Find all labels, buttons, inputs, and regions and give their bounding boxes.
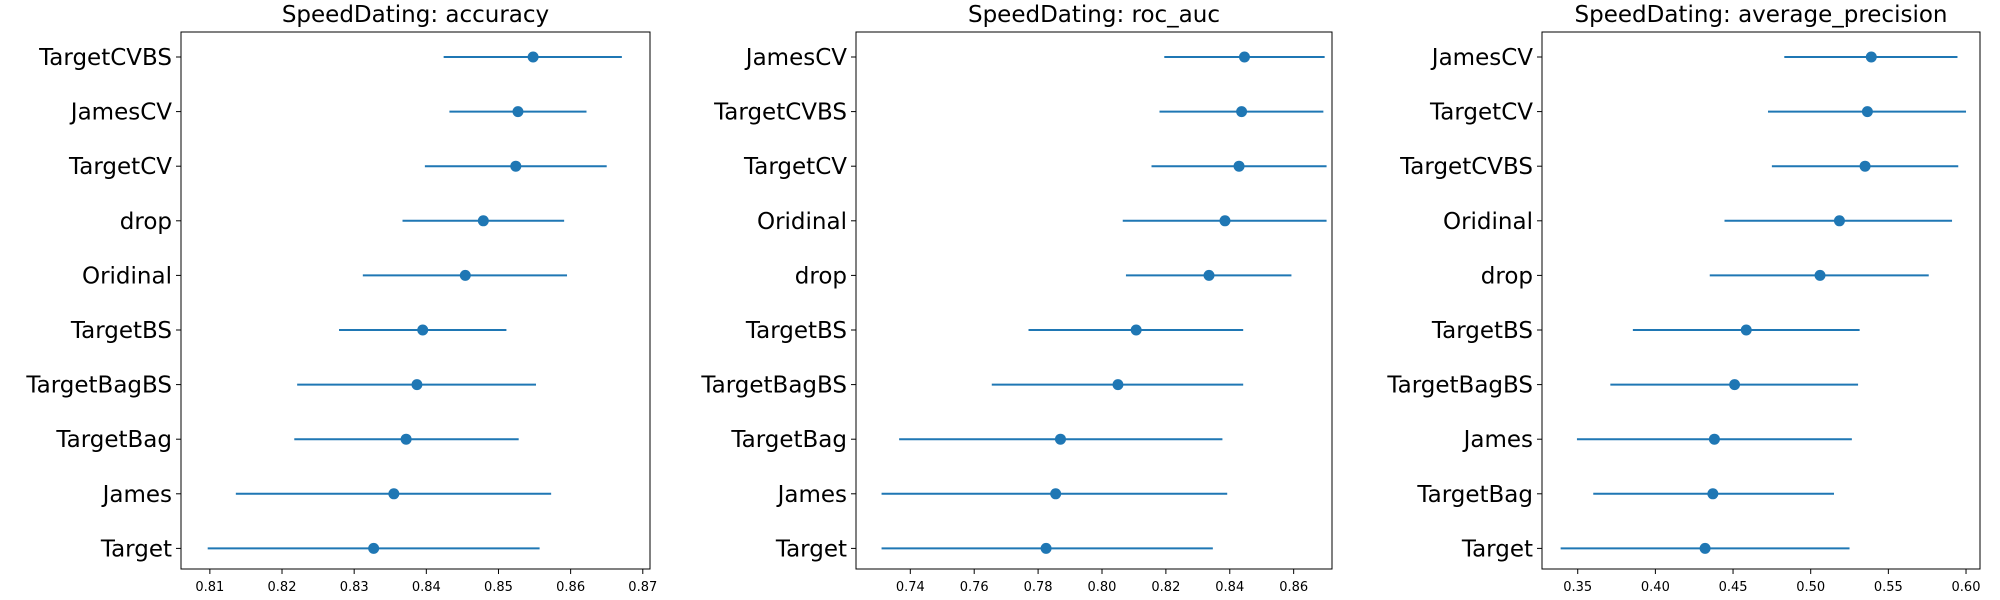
subplot-accuracy: SpeedDating: accuracy 0.81 0.82 0.83 0.84 0.8… bbox=[25, 2, 657, 595]
y-tick-label: TargetBS bbox=[745, 318, 847, 344]
mean-point bbox=[477, 215, 489, 227]
mean-point bbox=[388, 488, 400, 500]
y-tick-label: James bbox=[776, 482, 847, 508]
x-tick-label: 0.35 bbox=[1563, 580, 1592, 595]
mean-point bbox=[1707, 488, 1719, 500]
y-tick-label: drop bbox=[120, 209, 172, 235]
subplot-roc-auc: SpeedDating: roc_auc 0.74 0.76 0.78 0.80 0.82… bbox=[700, 2, 1333, 595]
mean-point bbox=[1865, 51, 1877, 63]
mean-point bbox=[1054, 433, 1066, 445]
mean-point bbox=[417, 324, 429, 336]
y-tick-label: TargetBagBS bbox=[25, 373, 172, 399]
y-tick-label: drop bbox=[795, 263, 847, 289]
y-tick-label: TargetCV bbox=[68, 154, 172, 180]
x-tick-label: 0.76 bbox=[960, 580, 989, 595]
y-tick-label: TargetBag bbox=[55, 427, 172, 453]
x-tick-label: 0.84 bbox=[1215, 580, 1244, 595]
x-tick-label: 0.45 bbox=[1719, 580, 1748, 595]
x-tick-label: 0.78 bbox=[1024, 580, 1053, 595]
x-tick-label: 0.85 bbox=[484, 580, 513, 595]
x-tick-label: 0.55 bbox=[1874, 580, 1903, 595]
chart-title: SpeedDating: average_precision bbox=[1575, 2, 1948, 28]
y-tick-label: TargetBag bbox=[730, 427, 847, 453]
y-tick-label: James bbox=[1462, 427, 1533, 453]
mean-point bbox=[527, 51, 539, 63]
y-tick-label: JamesCV bbox=[1430, 45, 1533, 71]
mean-point bbox=[1699, 542, 1711, 554]
mean-point bbox=[400, 433, 412, 445]
y-tick-label: TargetBag bbox=[1416, 482, 1533, 508]
axes-frame bbox=[180, 31, 651, 570]
x-tick-label: 0.87 bbox=[628, 580, 657, 595]
y-tick-label: Oridinal bbox=[82, 263, 172, 289]
y-tick-label: TargetCVBS bbox=[1399, 154, 1533, 180]
y-tick-label: JamesCV bbox=[69, 100, 172, 126]
mean-point bbox=[1729, 379, 1741, 391]
mean-point bbox=[1861, 106, 1873, 118]
y-tick-label: James bbox=[101, 482, 172, 508]
x-tick-label: 0.84 bbox=[412, 580, 441, 595]
y-tick-label: Target bbox=[1461, 536, 1533, 562]
axes-frame bbox=[855, 31, 1333, 570]
y-tick-label: TargetBS bbox=[70, 318, 172, 344]
y-tick-label: TargetCVBS bbox=[713, 100, 847, 126]
x-tick-label: 0.50 bbox=[1796, 580, 1825, 595]
y-tick-label: TargetCV bbox=[743, 154, 847, 180]
x-tick-label: 0.86 bbox=[1279, 580, 1308, 595]
y-tick-label: TargetCV bbox=[1429, 100, 1533, 126]
mean-point bbox=[1219, 215, 1231, 227]
y-tick-label: Target bbox=[100, 536, 172, 562]
x-tick-label: 0.83 bbox=[340, 580, 369, 595]
y-tick-label: TargetBagBS bbox=[1386, 373, 1533, 399]
mean-point bbox=[1740, 324, 1752, 336]
mean-point bbox=[1708, 433, 1720, 445]
x-tick-label: 0.81 bbox=[195, 580, 224, 595]
mean-point bbox=[1859, 160, 1871, 172]
mean-point bbox=[1233, 160, 1245, 172]
mean-point bbox=[1203, 269, 1215, 281]
x-tick-label: 0.86 bbox=[556, 580, 585, 595]
mean-point bbox=[1833, 215, 1845, 227]
axes-frame bbox=[1541, 31, 1981, 570]
mean-point bbox=[1814, 269, 1826, 281]
mean-point bbox=[1130, 324, 1142, 336]
mean-point bbox=[510, 160, 522, 172]
y-tick-label: JamesCV bbox=[744, 45, 847, 71]
mean-point bbox=[368, 542, 380, 554]
y-tick-label: TargetBS bbox=[1431, 318, 1533, 344]
x-tick-label: 0.40 bbox=[1641, 580, 1670, 595]
x-tick-label: 0.82 bbox=[1151, 580, 1180, 595]
mean-point bbox=[1236, 106, 1248, 118]
mean-point bbox=[1050, 488, 1062, 500]
x-tick-label: 0.60 bbox=[1952, 580, 1981, 595]
x-tick-label: 0.82 bbox=[268, 580, 297, 595]
y-tick-label: TargetCVBS bbox=[38, 45, 172, 71]
mean-point bbox=[512, 106, 524, 118]
y-tick-label: Oridinal bbox=[757, 209, 847, 235]
y-tick-label: drop bbox=[1481, 263, 1533, 289]
y-tick-label: Target bbox=[775, 536, 847, 562]
chart-title: SpeedDating: accuracy bbox=[282, 2, 549, 28]
x-tick-label: 0.80 bbox=[1088, 580, 1117, 595]
mean-point bbox=[1040, 542, 1052, 554]
mean-point bbox=[1112, 379, 1124, 391]
y-tick-label: Oridinal bbox=[1443, 209, 1533, 235]
x-tick-label: 0.74 bbox=[896, 580, 925, 595]
mean-point bbox=[459, 269, 471, 281]
mean-point bbox=[1238, 51, 1250, 63]
chart-title: SpeedDating: roc_auc bbox=[968, 2, 1220, 28]
subplot-average-precision: SpeedDating: average_precision 0.35 0.40 0.… bbox=[1386, 2, 1981, 595]
mean-point bbox=[411, 379, 423, 391]
y-tick-label: TargetBagBS bbox=[700, 373, 847, 399]
